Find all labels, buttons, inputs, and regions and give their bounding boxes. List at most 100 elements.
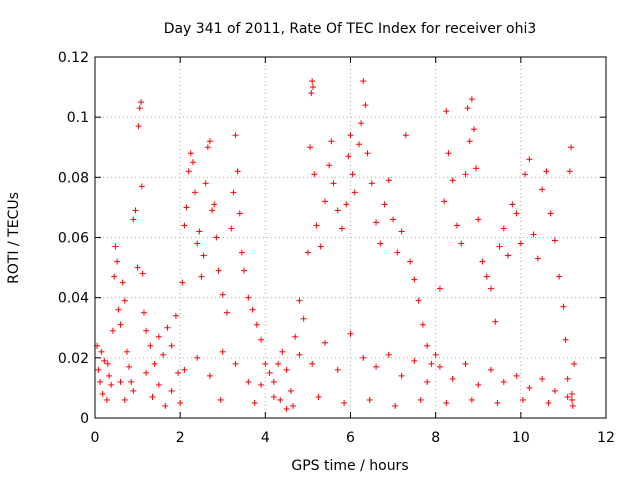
- data-point: [151, 360, 158, 367]
- data-point: [206, 372, 213, 379]
- data-point: [137, 99, 144, 106]
- data-point: [232, 360, 239, 367]
- data-point: [155, 333, 162, 340]
- data-point: [351, 189, 358, 196]
- data-point: [488, 366, 495, 373]
- data-point: [360, 354, 367, 361]
- data-point: [551, 237, 558, 244]
- data-point: [115, 306, 122, 313]
- data-point: [453, 222, 460, 229]
- data-point: [494, 399, 501, 406]
- data-point: [177, 399, 184, 406]
- data-point: [349, 171, 356, 178]
- data-point: [238, 249, 245, 256]
- data-point: [519, 396, 526, 403]
- data-point: [104, 360, 111, 367]
- data-point: [179, 279, 186, 286]
- data-point: [315, 393, 322, 400]
- data-point: [309, 360, 316, 367]
- data-point: [417, 396, 424, 403]
- data-point: [262, 360, 269, 367]
- data-point: [407, 258, 414, 265]
- data-point: [568, 390, 575, 397]
- data-point: [277, 396, 284, 403]
- data-point: [112, 243, 119, 250]
- data-point: [121, 396, 128, 403]
- data-point: [175, 369, 182, 376]
- data-point: [224, 309, 231, 316]
- data-point: [114, 258, 121, 265]
- data-point: [500, 225, 507, 232]
- data-point: [196, 228, 203, 235]
- data-point: [111, 273, 118, 280]
- data-point: [215, 267, 222, 274]
- data-point: [136, 105, 143, 112]
- y-tick-labels: 0 0.02 0.04 0.06 0.08 0.1 0.12: [58, 50, 89, 427]
- data-point: [290, 402, 297, 409]
- x-tick-label: 8: [431, 430, 440, 446]
- data-point: [441, 198, 448, 205]
- y-tick-label: 0.08: [58, 170, 89, 186]
- data-point: [283, 405, 290, 412]
- data-point: [279, 348, 286, 355]
- data-point: [123, 348, 130, 355]
- data-point: [109, 327, 116, 334]
- data-point: [356, 141, 363, 148]
- data-point: [283, 366, 290, 373]
- data-point: [181, 222, 188, 229]
- data-point: [411, 357, 418, 364]
- data-point: [551, 387, 558, 394]
- data-point: [310, 84, 317, 91]
- data-point: [270, 393, 277, 400]
- data-point: [334, 207, 341, 214]
- data-point: [394, 249, 401, 256]
- data-point: [390, 216, 397, 223]
- data-point: [258, 381, 265, 388]
- data-point: [568, 144, 575, 151]
- data-point: [368, 180, 375, 187]
- data-point: [539, 375, 546, 382]
- data-point: [183, 204, 190, 211]
- x-tick-label: 2: [176, 430, 185, 446]
- data-point: [206, 138, 213, 145]
- data-point: [121, 297, 128, 304]
- data-point: [458, 240, 465, 247]
- data-point: [569, 402, 576, 409]
- data-point: [138, 183, 145, 190]
- data-point: [95, 366, 102, 373]
- data-point: [475, 381, 482, 388]
- x-tick-label: 12: [597, 430, 615, 446]
- data-point: [106, 372, 113, 379]
- data-point: [249, 306, 256, 313]
- data-point: [270, 378, 277, 385]
- data-point: [189, 159, 196, 166]
- data-point: [162, 402, 169, 409]
- data-point: [311, 171, 318, 178]
- data-points: [94, 78, 578, 412]
- x-tick-label: 0: [91, 430, 100, 446]
- data-point: [204, 144, 211, 151]
- data-point: [513, 372, 520, 379]
- y-tick-label: 0.1: [67, 110, 89, 126]
- data-point: [424, 378, 431, 385]
- x-tick-label: 4: [261, 430, 270, 446]
- data-point: [347, 132, 354, 139]
- y-tick-label: 0: [80, 411, 89, 427]
- data-point: [140, 309, 147, 316]
- data-point: [194, 240, 201, 247]
- data-point: [334, 366, 341, 373]
- data-point: [424, 342, 431, 349]
- data-point: [211, 201, 218, 208]
- data-point: [308, 90, 315, 97]
- data-point: [526, 384, 533, 391]
- data-point: [513, 210, 520, 217]
- data-point: [330, 180, 337, 187]
- y-axis-title: ROTI / TECUs: [6, 192, 22, 284]
- data-point: [200, 252, 207, 259]
- data-point: [449, 375, 456, 382]
- data-point: [119, 279, 126, 286]
- y-tick-label: 0.04: [58, 291, 89, 307]
- data-point: [304, 249, 311, 256]
- data-point: [358, 120, 365, 127]
- data-point: [492, 318, 499, 325]
